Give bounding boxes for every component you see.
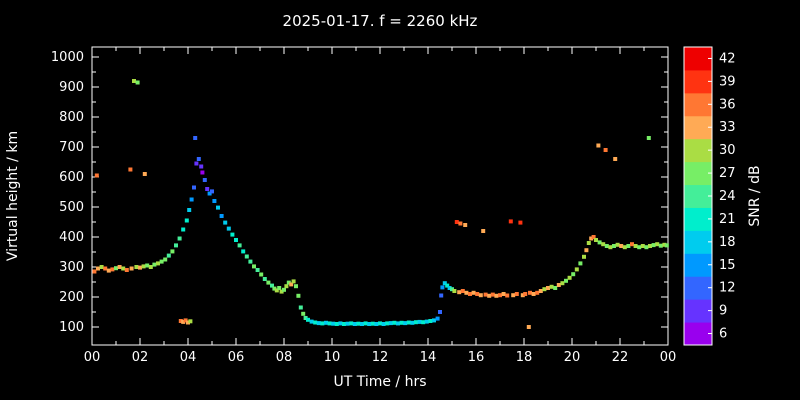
svg-text:300: 300: [59, 260, 84, 275]
plot-frame: [91, 46, 669, 346]
scatter-points: [92, 79, 669, 329]
svg-text:12: 12: [372, 350, 389, 365]
svg-text:42: 42: [719, 51, 736, 66]
svg-text:00: 00: [84, 350, 101, 365]
svg-text:30: 30: [719, 143, 736, 158]
svg-text:20: 20: [564, 350, 581, 365]
svg-text:6: 6: [719, 327, 727, 342]
svg-text:500: 500: [59, 200, 84, 215]
chart-title: 2025-01-17. f = 2260 kHz: [282, 12, 478, 30]
svg-text:36: 36: [719, 97, 736, 112]
x-axis-label: UT Time / hrs: [333, 374, 427, 390]
svg-text:1000: 1000: [51, 50, 84, 65]
colorbar: [683, 46, 713, 346]
svg-text:15: 15: [719, 258, 736, 273]
svg-text:9: 9: [719, 304, 727, 319]
svg-text:06: 06: [228, 350, 245, 365]
svg-text:02: 02: [132, 350, 149, 365]
svg-text:700: 700: [59, 140, 84, 155]
svg-text:16: 16: [468, 350, 485, 365]
svg-text:14: 14: [420, 350, 437, 365]
svg-text:800: 800: [59, 110, 84, 125]
svg-text:400: 400: [59, 230, 84, 245]
svg-text:10: 10: [324, 350, 341, 365]
svg-text:600: 600: [59, 170, 84, 185]
svg-text:12: 12: [719, 281, 736, 296]
svg-text:18: 18: [719, 235, 736, 250]
svg-text:200: 200: [59, 290, 84, 305]
svg-text:33: 33: [719, 120, 736, 135]
svg-text:21: 21: [719, 212, 736, 227]
colorbar-ticks: 6 9 12 15 18 21 24 27 30 33 36 39 42: [708, 51, 736, 342]
svg-text:24: 24: [719, 189, 736, 204]
svg-text:900: 900: [59, 80, 84, 95]
svg-text:100: 100: [59, 320, 84, 335]
svg-text:39: 39: [719, 74, 736, 89]
svg-text:00: 00: [660, 350, 677, 365]
svg-text:04: 04: [180, 350, 197, 365]
svg-text:18: 18: [516, 350, 533, 365]
svg-text:27: 27: [719, 166, 736, 181]
svg-text:08: 08: [276, 350, 293, 365]
svg-text:22: 22: [612, 350, 629, 365]
tick-labels: 00 02 04 06 08 10 12 14 16 18 20 22 0010020030040050…: [51, 50, 676, 365]
